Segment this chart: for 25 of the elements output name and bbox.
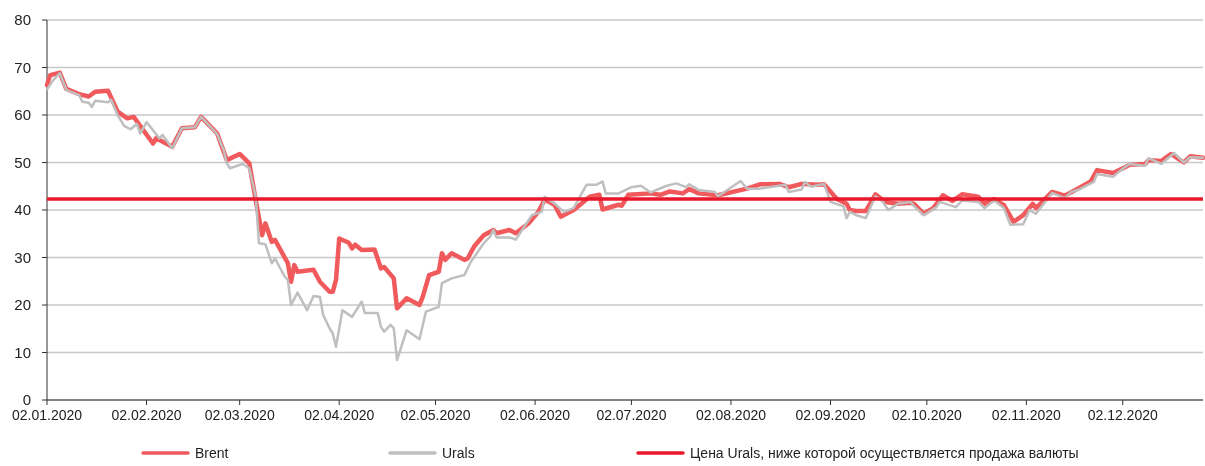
x-tick-label: 02.02.2020 — [111, 407, 182, 423]
line-series — [45, 71, 1205, 362]
y-tick-label: 60 — [14, 106, 31, 124]
x-tick-label: 02.05.2020 — [400, 407, 471, 423]
y-tick-label: 70 — [14, 58, 31, 76]
legend-label: Brent — [195, 445, 229, 461]
x-tick-label: 02.11.2020 — [991, 407, 1062, 423]
x-tick-label: 02.07.2020 — [596, 407, 667, 423]
x-tick-label: 02.09.2020 — [795, 407, 866, 423]
x-tick-label: 02.06.2020 — [500, 407, 571, 423]
y-tick-label: 30 — [14, 248, 31, 266]
y-tick-label: 80 — [14, 11, 31, 29]
y-tick-label: 40 — [14, 201, 31, 219]
y-tick-label: 0 — [22, 391, 31, 409]
legend-label: Urals — [442, 445, 475, 461]
y-tick-label: 50 — [14, 153, 31, 171]
x-tick-label: 02.04.2020 — [304, 407, 375, 423]
x-tick-label: 02.10.2020 — [891, 407, 963, 423]
x-tick-label: 02.03.2020 — [204, 407, 275, 423]
y-tick-label: 10 — [14, 343, 31, 361]
legend-label: Цена Urals, ниже которой осуществляется продажа валюты — [690, 445, 1079, 461]
x-tick-label: 02.01.2020 — [11, 407, 83, 423]
y-tick-label: 20 — [14, 296, 31, 314]
x-tick-label: 02.12.2020 — [1087, 407, 1158, 423]
x-tick-label: 02.08.2020 — [695, 407, 767, 423]
